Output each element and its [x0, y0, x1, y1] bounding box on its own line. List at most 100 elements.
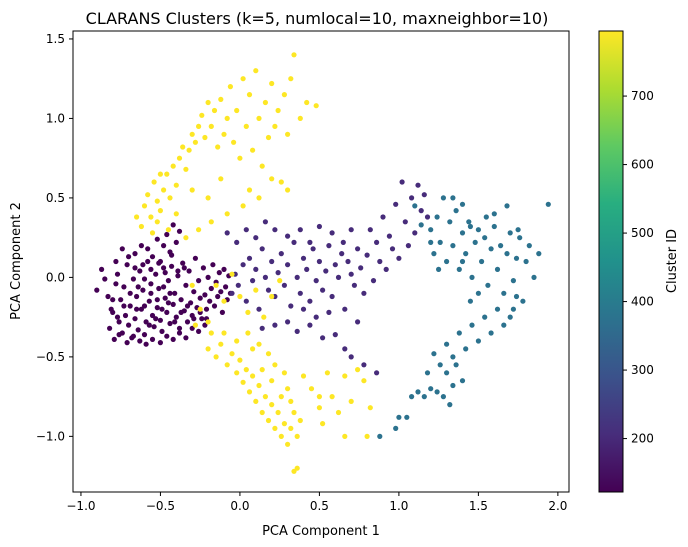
data-point: [278, 433, 284, 439]
data-point: [297, 227, 303, 233]
data-point: [342, 306, 348, 312]
data-point: [246, 255, 253, 261]
data-point: [184, 319, 191, 325]
data-point: [291, 409, 297, 416]
data-point: [453, 362, 459, 368]
data-point: [520, 298, 526, 304]
data-point: [307, 322, 313, 328]
data-point: [164, 333, 170, 339]
data-point: [326, 243, 332, 249]
data-point: [269, 293, 275, 300]
data-point: [164, 171, 170, 177]
data-point: [197, 306, 203, 312]
x-axis: −1.0 −0.5 0.0 0.5 1.0 1.5 2.0: [66, 492, 567, 513]
y-axis: −1.0 −0.5 0.0 0.5 1.0 1.5: [36, 32, 73, 443]
data-point: [467, 223, 473, 230]
data-point: [421, 192, 427, 198]
data-point: [277, 278, 283, 284]
data-point: [141, 203, 148, 209]
data-point: [157, 208, 163, 214]
data-point: [361, 378, 367, 384]
data-point: [156, 285, 162, 292]
data-point: [545, 201, 551, 207]
data-point: [181, 265, 187, 271]
data-point: [324, 370, 330, 376]
data-point: [124, 340, 130, 346]
data-point: [224, 362, 230, 368]
data-point: [141, 303, 148, 309]
data-point: [208, 330, 214, 336]
data-point: [367, 405, 373, 411]
data-point: [404, 414, 410, 420]
data-point: [200, 265, 206, 271]
data-point: [320, 335, 326, 341]
data-point: [285, 187, 291, 193]
data-point: [501, 290, 507, 296]
data-point: [196, 328, 202, 334]
data-point: [272, 425, 278, 431]
data-point: [285, 233, 291, 239]
data-point: [208, 285, 214, 292]
data-point: [479, 258, 485, 265]
data-point: [434, 389, 440, 395]
data-point: [183, 282, 189, 288]
data-point: [281, 282, 287, 288]
data-point: [288, 425, 294, 431]
data-point: [116, 319, 122, 325]
data-point: [250, 373, 256, 379]
data-point: [203, 306, 210, 312]
data-point: [149, 336, 156, 342]
data-point: [300, 255, 307, 261]
data-point: [291, 239, 297, 245]
data-point: [294, 433, 300, 439]
data-point: [156, 260, 162, 266]
data-point: [188, 300, 194, 306]
data-point: [111, 336, 117, 342]
data-point: [137, 268, 143, 274]
data-point: [159, 306, 165, 312]
data-point: [297, 115, 303, 121]
data-point: [447, 219, 453, 225]
data-point: [316, 223, 322, 230]
data-point: [316, 405, 322, 411]
data-point: [450, 243, 456, 249]
plot-frame: [72, 30, 570, 493]
data-point: [300, 306, 307, 312]
data-point: [162, 295, 168, 301]
data-point: [472, 239, 478, 245]
data-point: [234, 107, 240, 114]
data-point: [259, 246, 265, 252]
data-point: [272, 123, 278, 129]
data-point: [265, 417, 272, 424]
data-point: [459, 378, 466, 384]
data-point: [215, 293, 221, 300]
data-point: [176, 325, 183, 331]
data-point: [221, 298, 227, 304]
data-point: [218, 176, 224, 182]
data-point: [205, 195, 211, 201]
data-point: [178, 309, 184, 315]
data-point: [482, 314, 488, 320]
data-point: [310, 246, 316, 252]
data-point: [402, 219, 408, 225]
colorbar-tick-label: 400: [631, 295, 654, 309]
data-point: [211, 107, 218, 114]
data-point: [281, 370, 287, 376]
data-point: [456, 330, 462, 336]
data-point: [143, 341, 149, 347]
x-tick-label: 0.0: [230, 499, 249, 513]
data-point: [126, 254, 132, 260]
data-point: [459, 230, 466, 236]
data-point: [456, 266, 462, 272]
data-point: [132, 251, 138, 257]
data-point: [409, 394, 415, 400]
data-point: [237, 293, 243, 300]
data-point: [424, 214, 431, 220]
data-point: [110, 297, 116, 303]
data-point: [428, 239, 434, 245]
data-point: [393, 425, 399, 431]
data-point: [342, 346, 348, 352]
data-point: [475, 338, 481, 344]
data-point: [348, 398, 354, 404]
data-point: [399, 179, 405, 185]
